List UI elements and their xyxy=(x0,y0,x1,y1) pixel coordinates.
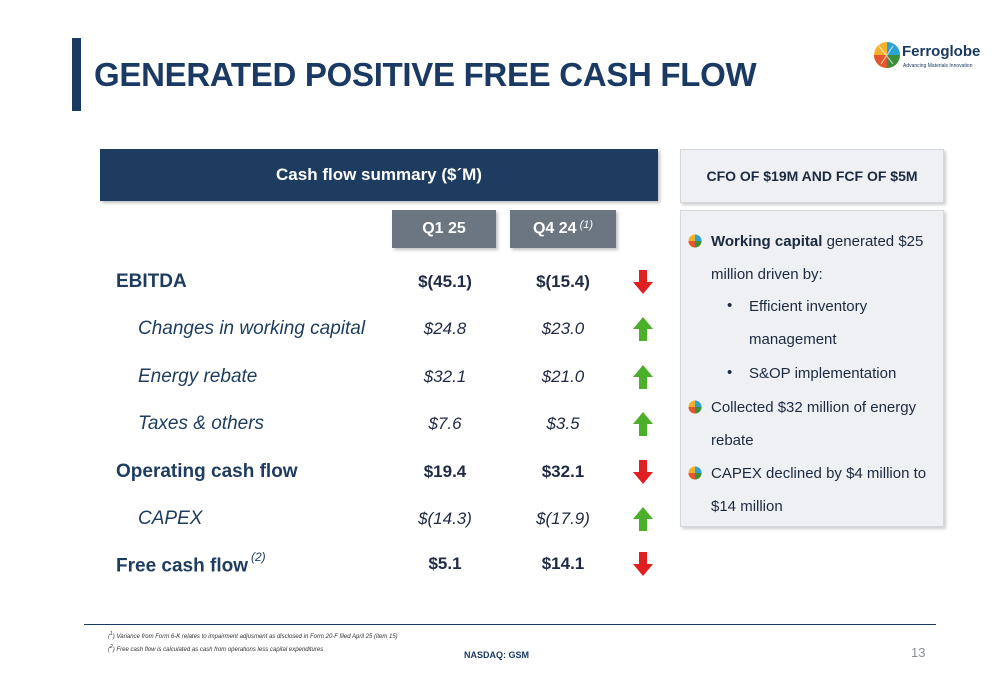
page-title: GENERATED POSITIVE FREE CASH FLOW xyxy=(94,56,757,93)
table-row-working-capital: Changes in working capital $24.8 $23.0 xyxy=(0,317,680,348)
arrow-down-icon xyxy=(633,270,653,294)
table-row-capex: CAPEX $(14.3) $(17.9) xyxy=(0,507,680,538)
exchange-ticker: NASDAQ: GSM xyxy=(464,650,529,660)
column-header-q1-25: Q1 25 xyxy=(392,210,496,248)
bullet-working-capital: Working capital generated $25 million dr… xyxy=(711,225,923,291)
bullet-text: Collected $32 million of energy xyxy=(711,399,917,416)
value-q4: $3.5 xyxy=(546,414,580,433)
sub-bullet-text: S&OP implementation xyxy=(749,365,897,382)
bullet-bold-text: Working capital xyxy=(711,233,823,250)
bullet-capex: CAPEX declined by $4 million to $14 mill… xyxy=(711,457,926,523)
value-q4: $(15.4) xyxy=(536,272,590,291)
footnote-mark: 1 xyxy=(110,631,113,637)
bullet-text: million driven by: xyxy=(711,266,823,283)
value-q4: $32.1 xyxy=(541,462,585,481)
footnote-1: (1) Variance from Form 6-K relates to im… xyxy=(108,631,398,640)
bullet-energy-rebate: Collected $32 million of energy rebate xyxy=(711,391,916,457)
value-q1: $(14.3) xyxy=(418,509,472,528)
row-label: Taxes & others xyxy=(138,413,265,434)
arrow-up-icon xyxy=(633,412,653,436)
table-row-energy-rebate: Energy rebate $32.1 $21.0 xyxy=(0,365,680,396)
value-q4: $(17.9) xyxy=(536,509,590,528)
row-label: Free cash flow (2) xyxy=(116,550,266,577)
footer-divider xyxy=(84,624,936,625)
value-q1: $24.8 xyxy=(423,319,467,338)
bullet-text: CAPEX declined by $4 million to xyxy=(711,465,927,482)
logo-name: Ferroglobe xyxy=(902,43,981,60)
footnote-text: Free cash flow is calculated as cash fro… xyxy=(116,647,324,653)
arrow-down-icon xyxy=(633,552,653,576)
value-q4: $21.0 xyxy=(541,367,585,386)
footnote-2: (2) Free cash flow is calculated as cash… xyxy=(108,644,324,653)
arrow-up-icon xyxy=(633,365,653,389)
footnote-mark: 2 xyxy=(110,644,113,650)
table-row-operating-cash-flow: Operating cash flow $19.4 $32.1 xyxy=(0,460,680,491)
column-header-q4-24: Q4 24 (1) xyxy=(510,210,616,248)
row-label: Energy rebate xyxy=(138,366,258,387)
footnote-ref: (2) xyxy=(251,550,266,564)
value-q1: $19.4 xyxy=(423,462,467,481)
row-label-text: Free cash flow xyxy=(116,555,248,577)
sub-bullet-inventory: Efficient inventory management xyxy=(749,290,867,356)
footnote-ref: (1) xyxy=(579,219,594,231)
value-q1: $(45.1) xyxy=(418,272,472,291)
table-row-taxes-others: Taxes & others $7.6 $3.5 xyxy=(0,412,680,443)
sub-bullet-text: management xyxy=(749,331,837,348)
page-number: 13 xyxy=(911,645,926,660)
row-label: EBITDA xyxy=(116,271,187,292)
table-header: Cash flow summary ($´M) xyxy=(100,149,658,201)
highlights-panel: Working capital generated $25 million dr… xyxy=(680,210,944,527)
arrow-up-icon xyxy=(633,507,653,531)
column-label: Q4 24 xyxy=(532,220,577,237)
sub-bullet-dot: • xyxy=(727,297,733,314)
table-row-free-cash-flow: Free cash flow (2) $5.1 $14.1 xyxy=(0,550,680,583)
row-label: Changes in working capital xyxy=(138,318,366,339)
logo-tagline: Advancing Materials Innovation xyxy=(903,63,973,69)
title-accent-bar xyxy=(72,38,81,111)
column-label: Q1 25 xyxy=(422,220,466,237)
table-row-ebitda: EBITDA $(45.1) $(15.4) xyxy=(0,270,680,301)
globe-bullet-icon xyxy=(688,466,702,480)
value-q1: $5.1 xyxy=(428,554,462,573)
bullet-text: $14 million xyxy=(711,498,783,515)
value-q1: $32.1 xyxy=(423,367,467,386)
footnote-text: Variance from Form 6-K relates to impair… xyxy=(116,634,398,640)
bullet-text: generated $25 xyxy=(822,233,924,250)
sub-bullet-dot: • xyxy=(727,364,733,381)
row-label: Operating cash flow xyxy=(116,461,298,482)
sub-bullet-sop: S&OP implementation xyxy=(749,357,896,390)
value-q4: $23.0 xyxy=(541,319,585,338)
cfo-fcf-title-box: CFO OF $19M AND FCF OF $5M xyxy=(680,149,944,203)
bullet-text: rebate xyxy=(711,432,754,449)
value-q1: $7.6 xyxy=(428,414,462,433)
value-q4: $14.1 xyxy=(541,554,585,573)
globe-bullet-icon xyxy=(688,234,702,248)
arrow-down-icon xyxy=(633,460,653,484)
company-logo: Ferroglobe Advancing Materials Innovatio… xyxy=(873,38,983,74)
globe-logo-icon xyxy=(874,42,900,68)
sub-bullet-text: Efficient inventory xyxy=(749,298,868,315)
globe-bullet-icon xyxy=(688,400,702,414)
row-label: CAPEX xyxy=(138,508,203,529)
arrow-up-icon xyxy=(633,317,653,341)
